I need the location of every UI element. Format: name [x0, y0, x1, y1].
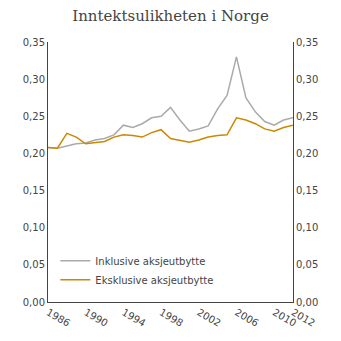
svg-text:0,25: 0,25 [296, 111, 318, 122]
svg-text:0,30: 0,30 [296, 74, 318, 85]
svg-text:Eksklusive aksjeutbytte: Eksklusive aksjeutbytte [95, 275, 213, 286]
svg-text:2006: 2006 [233, 307, 261, 329]
svg-text:0,15: 0,15 [296, 185, 318, 196]
svg-text:1994: 1994 [120, 307, 148, 329]
svg-text:0,25: 0,25 [23, 111, 45, 122]
svg-text:Inklusive aksjeutbytte: Inklusive aksjeutbytte [95, 256, 205, 267]
svg-text:1986: 1986 [45, 307, 73, 329]
svg-text:0,10: 0,10 [23, 222, 45, 233]
svg-text:0,05: 0,05 [296, 259, 318, 270]
svg-text:0,20: 0,20 [296, 148, 318, 159]
svg-text:Inntektsulikheten i Norge: Inntektsulikheten i Norge [72, 7, 269, 25]
svg-text:2012: 2012 [290, 307, 318, 329]
svg-text:2002: 2002 [195, 307, 223, 329]
svg-text:0,35: 0,35 [296, 37, 318, 48]
svg-text:0,10: 0,10 [296, 222, 318, 233]
svg-text:0,30: 0,30 [23, 74, 45, 85]
svg-text:0,00: 0,00 [296, 297, 318, 308]
svg-text:2010: 2010 [271, 307, 299, 329]
svg-text:0,20: 0,20 [23, 148, 45, 159]
svg-text:0,35: 0,35 [23, 37, 45, 48]
svg-text:0,05: 0,05 [23, 259, 45, 270]
svg-text:1990: 1990 [82, 307, 110, 329]
svg-text:1998: 1998 [158, 307, 186, 329]
svg-text:0,00: 0,00 [23, 297, 45, 308]
svg-text:0,15: 0,15 [23, 185, 45, 196]
